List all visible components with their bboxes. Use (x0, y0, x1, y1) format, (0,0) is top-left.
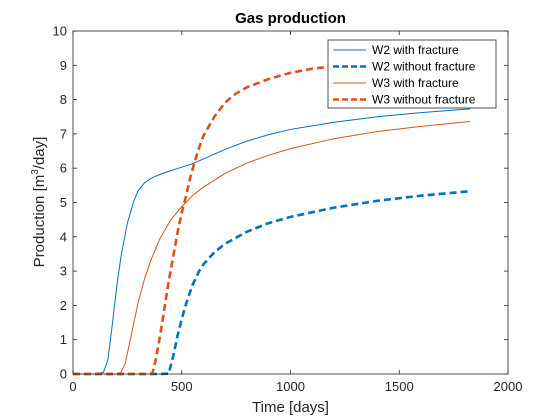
y-axis-label-superscript: 3 (30, 169, 41, 175)
x-axis-label: Time [days] (252, 399, 329, 416)
y-tick-label: 2 (60, 298, 67, 313)
y-tick-label: 5 (60, 195, 67, 210)
y-tick-label: 3 (60, 264, 67, 279)
y-tick-label: 9 (60, 58, 67, 73)
legend-label-4: W3 without fracture (372, 93, 476, 107)
y-tick-label: 7 (60, 126, 67, 141)
y-axis-label: Production [m3/day] (30, 137, 48, 268)
y-tick-label: 4 (60, 229, 67, 244)
y-axis-label-unit: /day] (31, 137, 48, 170)
series-layer (73, 65, 471, 376)
legend-label-1: W2 with fracture (372, 43, 459, 57)
series-line-4 (73, 65, 335, 376)
y-tick-label: 0 (60, 367, 67, 382)
legend-label-2: W2 without fracture (372, 60, 476, 74)
y-axis-label-main: Production [m (31, 175, 48, 268)
series-line-2 (73, 189, 471, 376)
x-tick-label: 0 (69, 379, 76, 394)
legend-label-3: W3 with fracture (372, 76, 459, 90)
y-tick-label: 1 (60, 332, 67, 347)
legend-box (327, 39, 497, 109)
series-line-3 (73, 121, 470, 375)
x-tick-label: 500 (171, 379, 193, 394)
x-tick-label: 1500 (385, 379, 414, 394)
x-tick-label: 1000 (276, 379, 305, 394)
series-line-1 (73, 108, 470, 375)
y-tick-label: 10 (53, 24, 67, 39)
tick-layer: 0 500 1000 1500 2000 0 1 2 3 4 5 6 7 8 9 10 (53, 24, 523, 395)
y-tick-label: 6 (60, 161, 67, 176)
y-tick-label: 8 (60, 92, 67, 107)
legend: W2 with fracture W2 without fracture W3 wi… (327, 39, 497, 109)
x-tick-label: 2000 (494, 379, 523, 394)
chart-title: Gas production (235, 10, 346, 27)
